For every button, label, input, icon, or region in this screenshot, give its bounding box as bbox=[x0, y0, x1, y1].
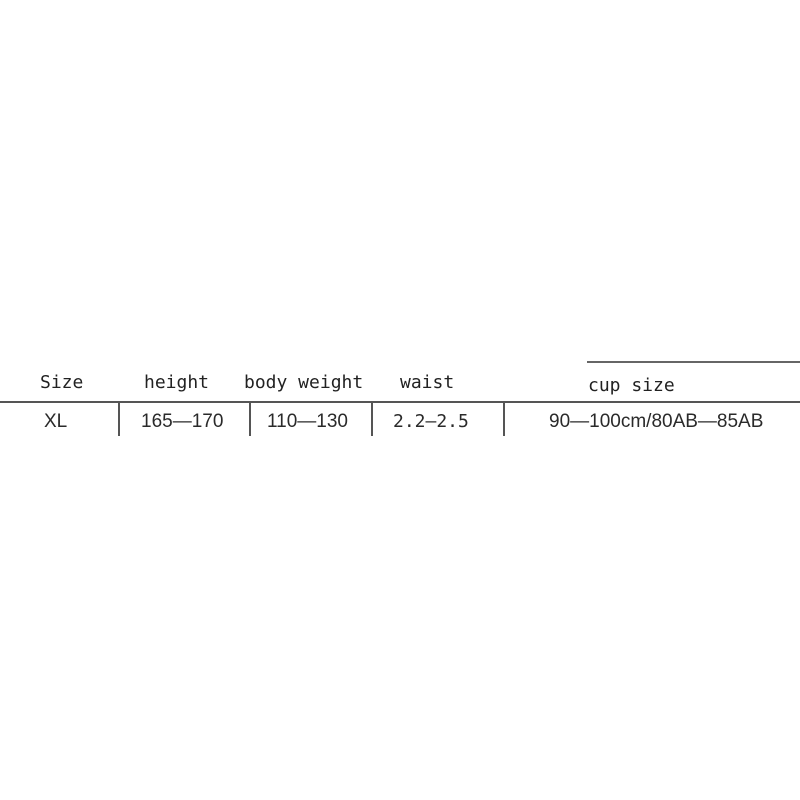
cell-size: XL bbox=[44, 411, 68, 432]
header-body-weight: body weight bbox=[244, 372, 364, 393]
cell-body-weight: 110—130 bbox=[267, 411, 348, 432]
cell-waist: 2.2—2.5 bbox=[393, 411, 469, 432]
column-divider bbox=[249, 402, 251, 436]
column-divider bbox=[503, 402, 505, 436]
top-rule bbox=[587, 361, 800, 363]
column-divider bbox=[118, 402, 120, 436]
header-size: Size bbox=[40, 372, 84, 393]
header-cup-size: cup size bbox=[588, 375, 675, 396]
cell-height: 165—170 bbox=[141, 411, 224, 432]
cell-cup-size: 90—100cm/80AB—85AB bbox=[549, 411, 764, 432]
header-divider bbox=[0, 401, 800, 403]
header-height: height bbox=[144, 372, 210, 393]
column-divider bbox=[371, 402, 373, 436]
header-waist: waist bbox=[400, 372, 455, 393]
